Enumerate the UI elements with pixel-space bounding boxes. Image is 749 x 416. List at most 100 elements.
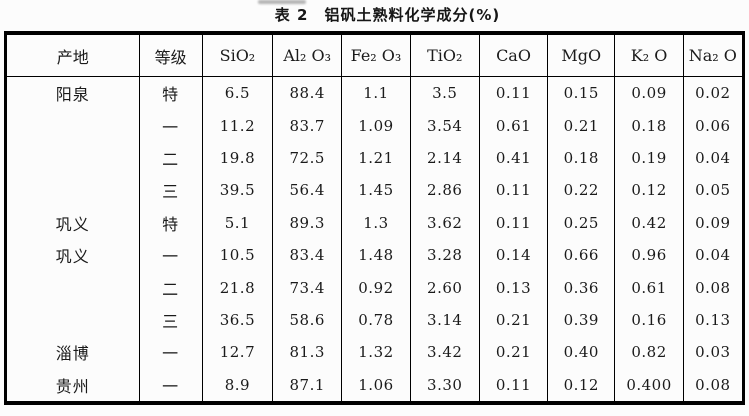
value-cell: 0.42 <box>614 206 684 239</box>
table-row: 巩义 一 10.5 83.4 1.48 3.28 0.14 0.66 0.96 0.04 <box>6 238 744 272</box>
value-cell: 0.61 <box>478 109 548 142</box>
value-cell: 87.1 <box>272 368 342 403</box>
value-cell: 1.09 <box>341 109 411 142</box>
value-cell: 73.4 <box>272 271 342 304</box>
value-cell: 0.16 <box>614 303 684 337</box>
value-cell: 1.3 <box>341 206 411 239</box>
grade-cell: 特 <box>138 76 203 110</box>
grade-cell: 二 <box>138 271 203 304</box>
value-cell: 0.66 <box>547 238 615 272</box>
value-cell: 0.82 <box>614 336 684 369</box>
value-cell: 11.2 <box>201 109 273 142</box>
value-cell: 0.12 <box>547 368 615 403</box>
value-cell: 0.06 <box>682 109 744 142</box>
value-cell: 0.39 <box>547 303 615 337</box>
table-row: 贵州 一 8.9 87.1 1.06 3.30 0.11 0.12 0.400 0.08 <box>6 368 744 403</box>
value-cell: 2.60 <box>409 271 480 304</box>
grade-cell: 一 <box>138 336 203 369</box>
origin-cell <box>6 304 140 336</box>
value-cell: 58.6 <box>272 303 342 337</box>
value-cell: 39.5 <box>201 174 273 207</box>
col-header-tio2: TiO₂ <box>409 33 480 77</box>
value-cell: 1.1 <box>341 76 411 110</box>
value-cell: 1.32 <box>341 336 411 369</box>
value-cell: 83.4 <box>272 238 342 272</box>
col-header-fe2o3: Fe₂ O₃ <box>341 33 411 77</box>
value-cell: 3.14 <box>409 303 480 337</box>
origin-cell <box>6 109 140 141</box>
value-cell: 0.13 <box>682 303 744 337</box>
grade-cell: 一 <box>138 109 203 142</box>
origin-cell <box>6 174 140 206</box>
table-row: 三 39.5 56.4 1.45 2.86 0.11 0.22 0.12 0.05 <box>6 174 744 207</box>
value-cell: 12.7 <box>201 336 273 369</box>
col-header-mgo: MgO <box>547 33 615 77</box>
value-cell: 88.4 <box>272 76 342 110</box>
table-row: 巩义 特 5.1 89.3 1.3 3.62 0.11 0.25 0.42 0.09 <box>6 206 744 239</box>
value-cell: 0.08 <box>682 271 744 304</box>
col-header-k2o: K₂ O <box>614 33 684 77</box>
value-cell: 0.21 <box>547 109 615 142</box>
value-cell: 3.42 <box>409 336 480 369</box>
value-cell: 0.11 <box>478 206 548 239</box>
value-cell: 0.78 <box>341 303 411 337</box>
value-cell: 56.4 <box>272 174 342 207</box>
value-cell: 0.18 <box>547 141 615 175</box>
table-row: 二 21.8 73.4 0.92 2.60 0.13 0.36 0.61 0.08 <box>6 271 744 304</box>
value-cell: 10.5 <box>201 238 273 272</box>
value-cell: 0.25 <box>547 206 615 239</box>
col-header-grade: 等级 <box>138 33 203 77</box>
value-cell: 1.48 <box>341 238 411 272</box>
value-cell: 0.02 <box>682 76 744 110</box>
value-cell: 0.36 <box>547 271 615 304</box>
value-cell: 2.14 <box>409 141 480 175</box>
table-row: 三 36.5 58.6 0.78 3.14 0.21 0.39 0.16 0.13 <box>6 303 744 337</box>
grade-cell: 三 <box>138 174 203 207</box>
table-row: 一 11.2 83.7 1.09 3.54 0.61 0.21 0.18 0.06 <box>6 109 744 142</box>
value-cell: 0.09 <box>682 206 744 239</box>
value-cell: 89.3 <box>272 206 342 239</box>
document-page: 表 2 铝矾土熟料化学成分(%) 产地 等级 SiO₂ Al₂ O₃ Fe₂ O… <box>4 0 745 405</box>
value-cell: 0.08 <box>682 368 744 403</box>
origin-cell <box>6 142 140 174</box>
scan-artifact <box>258 0 306 4</box>
value-cell: 3.30 <box>409 368 480 403</box>
value-cell: 19.8 <box>201 141 273 175</box>
value-cell: 0.15 <box>547 76 615 110</box>
table-row: 阳泉 特 6.5 88.4 1.1 3.5 0.11 0.15 0.09 0.02 <box>6 76 744 110</box>
value-cell: 0.12 <box>614 174 684 207</box>
value-cell: 0.13 <box>478 271 548 304</box>
value-cell: 21.8 <box>201 271 273 304</box>
grade-cell: 一 <box>138 238 203 272</box>
origin-cell: 阳泉 <box>55 85 90 105</box>
value-cell: 2.86 <box>409 174 480 207</box>
value-cell: 3.5 <box>409 76 480 110</box>
value-cell: 6.5 <box>201 76 273 110</box>
value-cell: 0.09 <box>614 76 684 110</box>
value-cell: 0.18 <box>614 109 684 142</box>
value-cell: 0.04 <box>682 238 744 272</box>
col-header-origin: 产地 <box>5 33 140 77</box>
grade-cell: 特 <box>138 206 203 239</box>
value-cell: 0.04 <box>682 141 744 175</box>
value-cell: 3.54 <box>409 109 480 142</box>
value-cell: 0.14 <box>478 238 548 272</box>
value-cell: 81.3 <box>272 336 342 369</box>
value-cell: 36.5 <box>201 303 273 337</box>
value-cell: 5.1 <box>201 206 273 239</box>
value-cell: 1.45 <box>341 174 411 207</box>
origin-cell: 贵州 <box>55 376 90 396</box>
value-cell: 1.06 <box>341 368 411 403</box>
origin-cell: 巩义 <box>55 214 90 234</box>
table-row: 淄博 一 12.7 81.3 1.32 3.42 0.21 0.40 0.82 0.03 <box>6 336 744 369</box>
value-cell: 3.28 <box>409 238 480 272</box>
col-header-sio2: SiO₂ <box>201 33 273 77</box>
col-header-cao: CaO <box>478 33 548 77</box>
value-cell: 0.22 <box>547 174 615 207</box>
value-cell: 1.21 <box>341 141 411 175</box>
value-cell: 0.19 <box>614 141 684 175</box>
value-cell: 0.61 <box>614 271 684 304</box>
grade-cell: 三 <box>138 303 203 337</box>
value-cell: 0.21 <box>478 336 548 369</box>
grade-cell: 一 <box>138 368 203 403</box>
